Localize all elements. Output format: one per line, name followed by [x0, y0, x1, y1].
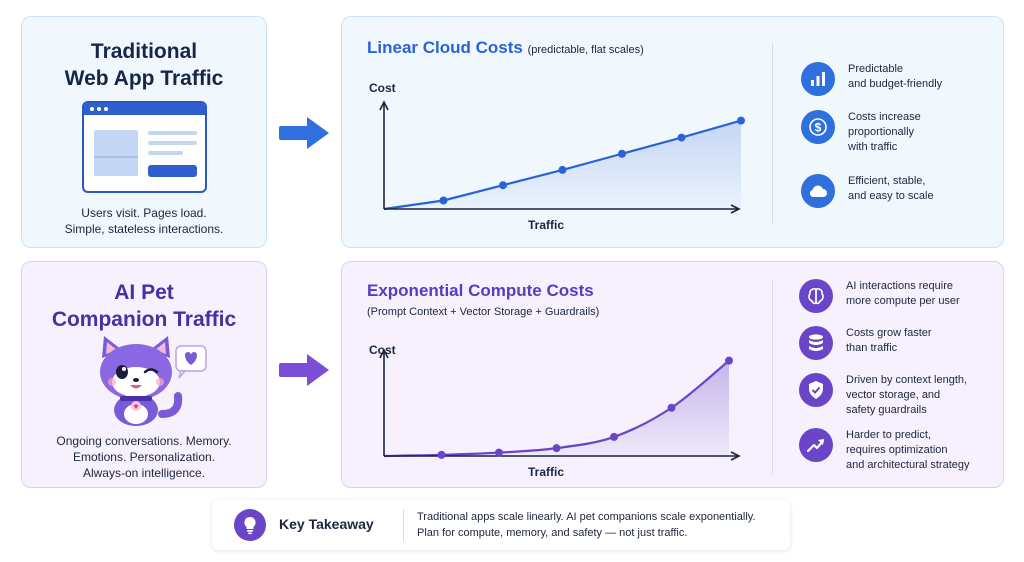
area-fill [384, 120, 741, 209]
data-point [439, 196, 448, 205]
data-point [437, 450, 446, 459]
data-point [667, 403, 676, 412]
ai-pet-cat-icon [100, 336, 207, 426]
feature-drivers: Driven by context length, vector storage… [799, 373, 967, 418]
feature-line: and easy to scale [848, 190, 934, 202]
key-takeaway-label: Key Takeaway [279, 516, 374, 532]
data-point [610, 432, 618, 441]
traditional-title-line: Web App Traffic [64, 67, 224, 90]
ai-pet-title: AI Pet Companion Traffic [22, 279, 266, 333]
exponential-subtitle: (Prompt Context + Vector Storage + Guard… [367, 306, 600, 318]
feature-line: safety guardrails [846, 404, 927, 416]
brain-icon [799, 279, 833, 313]
ai-pet-card: AI Pet Companion Traffic On [21, 261, 267, 488]
takeaway-line: Plan for compute, memory, and safety — n… [417, 527, 688, 539]
ai-pet-desc-line: Always-on intelligence. [82, 466, 206, 480]
exponential-chart-title: Exponential Compute Costs [367, 281, 594, 300]
arrow-right-icon [279, 354, 329, 386]
exponential-x-axis-label: Traffic [528, 465, 565, 479]
ai-pet-description: Ongoing conversations. Memory. Emotions.… [22, 433, 266, 481]
traditional-desc-line: Simple, stateless interactions. [64, 222, 224, 236]
feature-line: more compute per user [846, 295, 960, 307]
lightbulb-icon [234, 509, 266, 541]
linear-x-axis-label: Traffic [528, 218, 565, 232]
traditional-title-line: Traditional [90, 40, 198, 63]
cloud-icon [801, 174, 835, 208]
feature-line: Costs increase [848, 111, 921, 123]
ai-pet-desc-line: Ongoing conversations. Memory. [56, 434, 232, 448]
feature-line: requires optimization [846, 444, 948, 456]
linear-title-text: Linear Cloud Costs [367, 38, 523, 57]
feature-faster-growth: Costs grow faster than traffic [799, 326, 932, 360]
feature-proportional: $ Costs increase proportionally with tra… [801, 110, 921, 155]
data-point [495, 448, 503, 457]
feature-line: Costs grow faster [846, 327, 932, 339]
feature-line: AI interactions require [846, 280, 953, 292]
feature-line: Harder to predict, [846, 429, 931, 441]
panel-divider [772, 43, 773, 223]
trend-up-icon [799, 428, 833, 462]
traditional-card: Traditional Web App Traffic Users visit.… [21, 16, 267, 248]
data-point [618, 149, 626, 158]
exponential-y-axis-label: Cost [369, 343, 396, 357]
data-point [677, 133, 686, 142]
traditional-title: Traditional Web App Traffic [22, 38, 266, 92]
feature-line: vector storage, and [846, 389, 941, 401]
feature-hard-to-predict: Harder to predict, requires optimization… [799, 428, 970, 473]
y-axis-arrow [379, 348, 389, 359]
feature-line: Predictable [848, 63, 904, 75]
feature-line: proportionally [848, 126, 915, 138]
dollar-coin-icon: $ [801, 110, 835, 144]
traditional-desc-line: Users visit. Pages load. [81, 206, 207, 220]
linear-chart-title: Linear Cloud Costs (predictable, flat sc… [367, 38, 644, 58]
feature-line: and architectural strategy [846, 459, 970, 471]
data-point [552, 444, 561, 453]
data-point [499, 181, 507, 190]
ai-pet-title-line: Companion Traffic [51, 308, 237, 331]
linear-subtitle: (predictable, flat scales) [527, 44, 644, 56]
traditional-description: Users visit. Pages load. Simple, statele… [22, 205, 266, 237]
data-point [558, 165, 567, 174]
svg-text:$: $ [815, 121, 822, 135]
data-point [725, 356, 733, 365]
takeaway-divider [403, 509, 404, 541]
x-axis-arrow [730, 451, 741, 461]
feature-line: Driven by context length, [846, 374, 968, 386]
linear-cost-chart [379, 100, 745, 214]
takeaway-line: Traditional apps scale linearly. AI pet … [417, 511, 756, 523]
browser-window-icon [82, 101, 207, 193]
feature-line: Efficient, stable, [848, 175, 926, 187]
feature-efficient: Efficient, stable, and easy to scale [801, 174, 934, 208]
panel-divider [772, 280, 773, 475]
ai-pet-desc-line: Emotions. Personalization. [72, 450, 216, 464]
key-takeaway-text: Traditional apps scale linearly. AI pet … [417, 509, 756, 541]
exponential-cost-chart [379, 348, 741, 461]
key-takeaway-box: Key Takeaway Traditional apps scale line… [212, 500, 790, 550]
feature-line: with traffic [848, 141, 898, 153]
database-icon [799, 326, 833, 360]
data-point [737, 116, 745, 125]
feature-more-compute: AI interactions require more compute per… [799, 279, 960, 313]
feature-line: and budget-friendly [848, 78, 943, 90]
y-axis-arrow [379, 100, 389, 111]
linear-y-axis-label: Cost [369, 81, 396, 95]
ai-pet-title-line: AI Pet [114, 281, 174, 304]
bar-chart-icon [801, 62, 835, 96]
feature-line: than traffic [846, 342, 898, 354]
feature-predictable: Predictable and budget-friendly [801, 62, 942, 96]
x-axis-arrow [730, 204, 741, 214]
shield-check-icon [799, 373, 833, 407]
arrow-right-icon [279, 117, 329, 149]
area-fill [384, 360, 729, 456]
